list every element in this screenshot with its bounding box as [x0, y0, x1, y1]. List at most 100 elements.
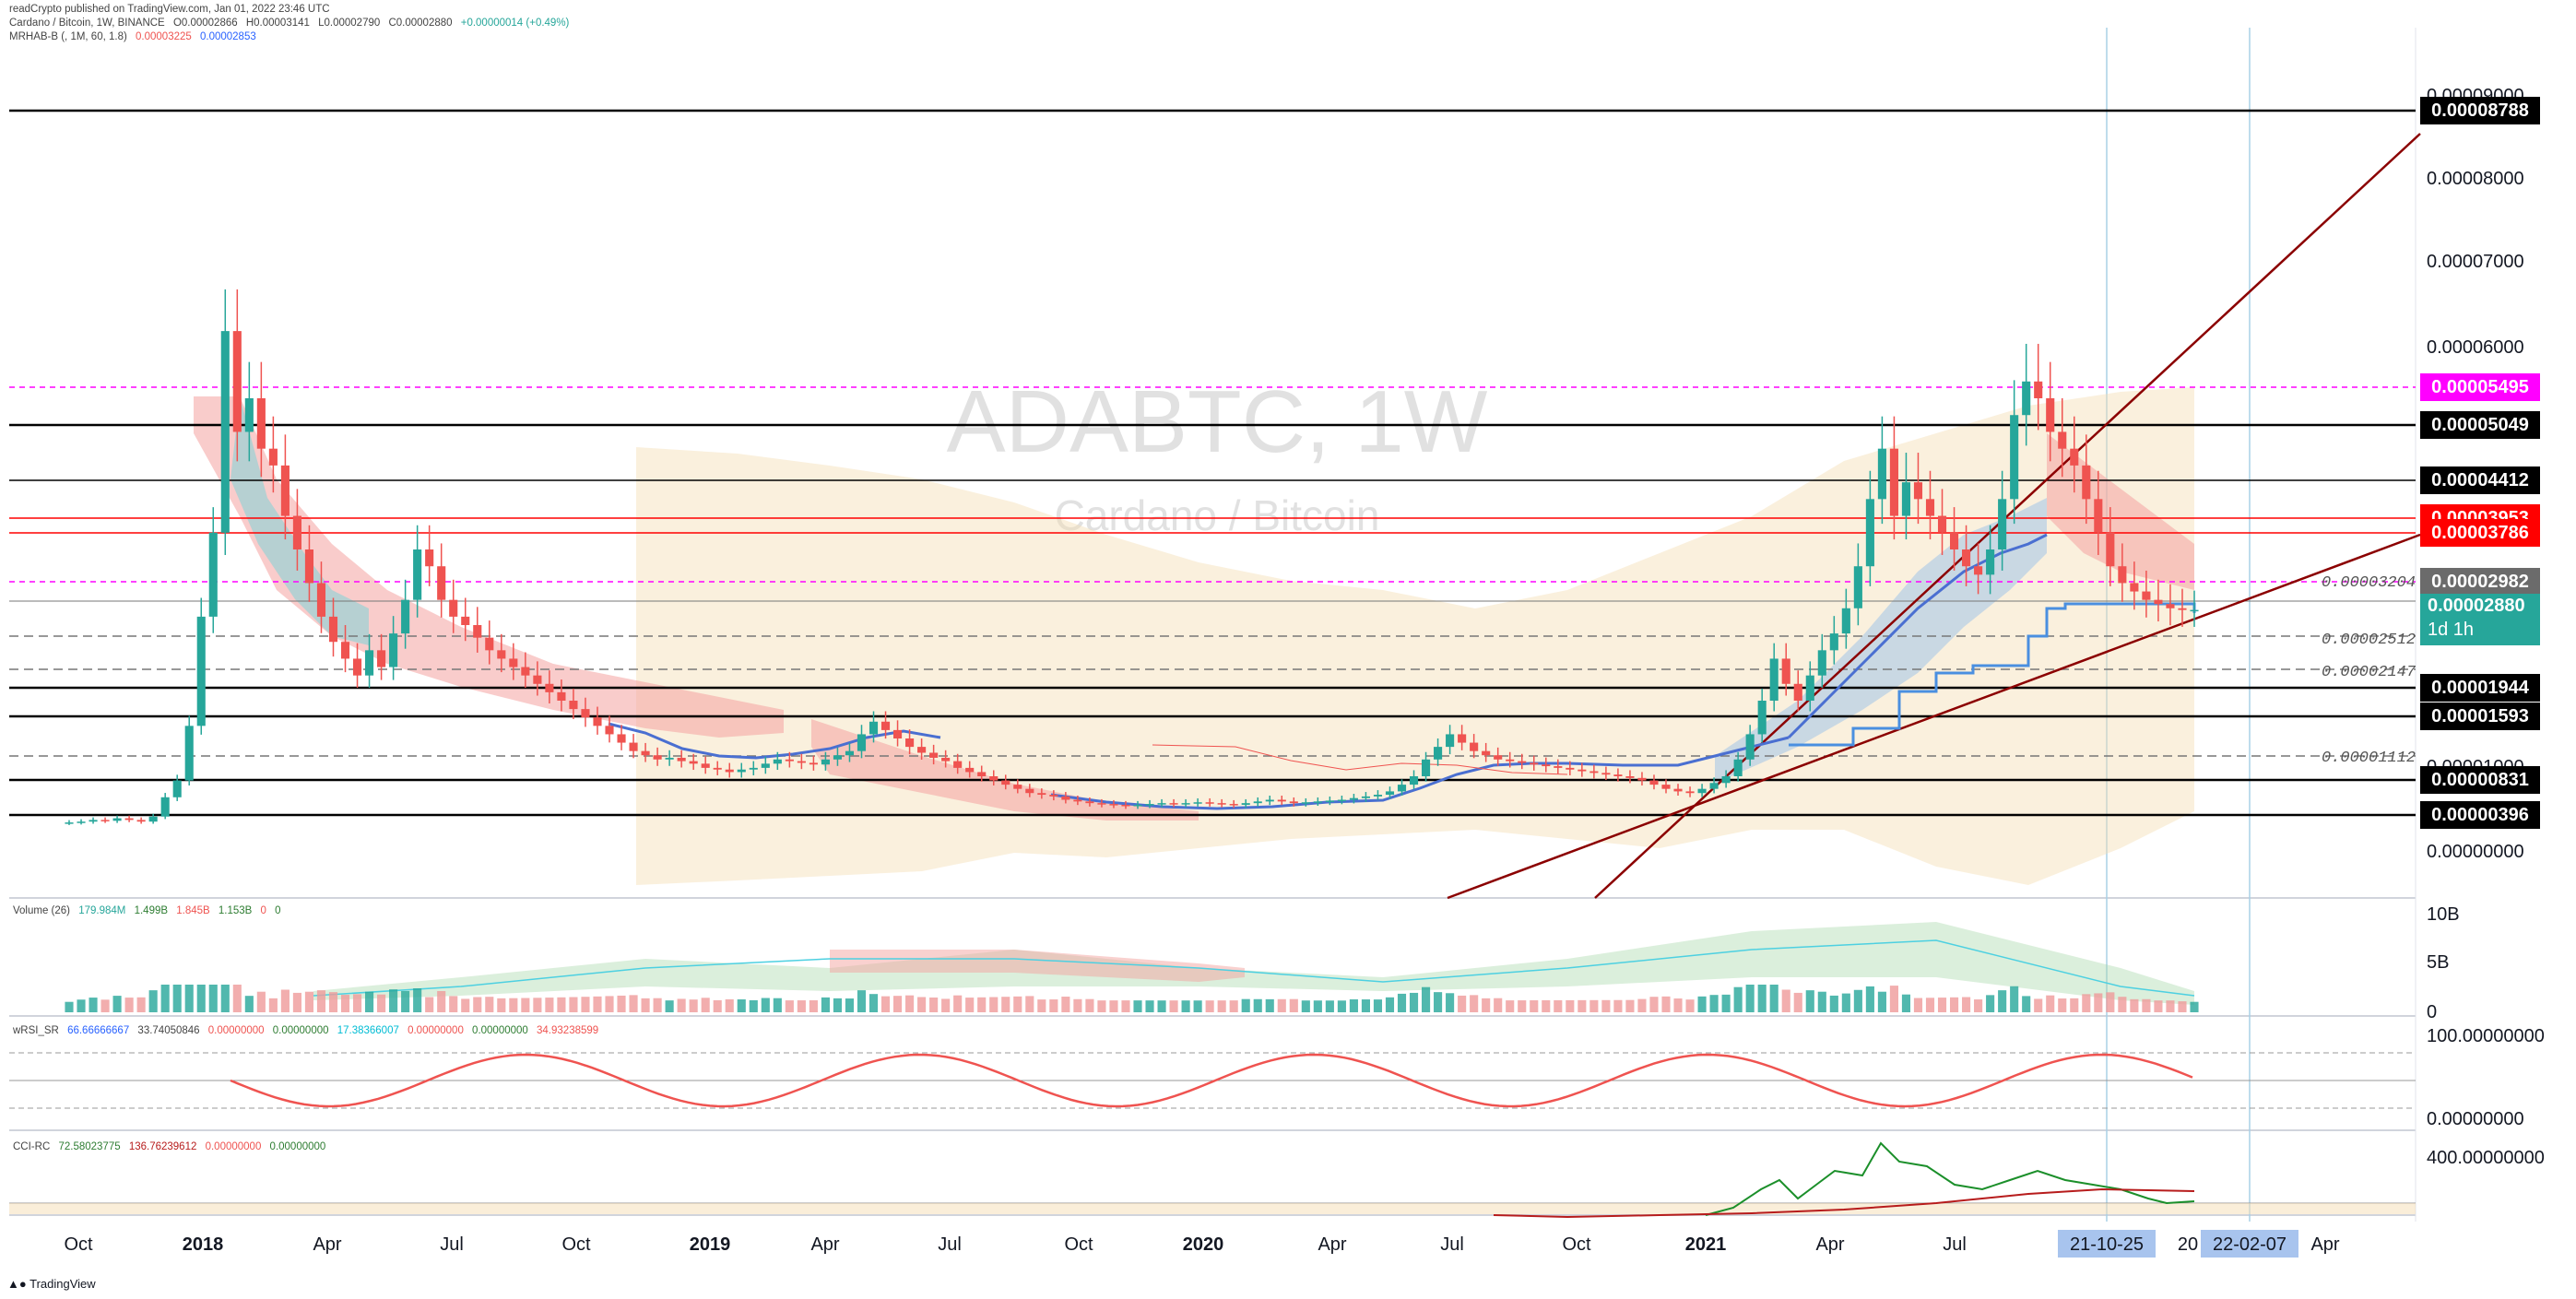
volume-bar [2130, 998, 2139, 1012]
candle-body [1542, 764, 1551, 767]
volume-bar [1289, 998, 1298, 1012]
candle-body [1974, 566, 1983, 575]
volume-bar [473, 997, 482, 1012]
volume-bar [880, 996, 891, 1012]
candle-body [989, 776, 998, 781]
candle-body [1181, 803, 1190, 805]
volume-bar [2058, 998, 2067, 1012]
candle-body [629, 742, 638, 751]
candle-body [1853, 566, 1862, 608]
volume-bar [2166, 1000, 2175, 1012]
candle-body [1325, 800, 1334, 802]
volume-bar [1757, 985, 1767, 1012]
volume-bar [1434, 992, 1443, 1012]
candle-body [653, 755, 662, 760]
volume-bar [1613, 999, 1623, 1012]
candle-body [1073, 799, 1082, 802]
candle-body [689, 761, 698, 764]
trendline-upper [1594, 133, 2421, 899]
tradingview-logo[interactable]: ▲● TradingView [7, 1277, 96, 1291]
x-tick-label: 21-10-25 [2070, 1234, 2144, 1255]
x-tick-label: 22-02-07 [2213, 1234, 2286, 1255]
volume-bar [545, 998, 554, 1012]
volume-bar [929, 997, 939, 1012]
candle-body [1578, 769, 1587, 772]
candle-body [1998, 499, 2007, 549]
volume-bar [1482, 998, 1491, 1012]
candle-body [2154, 599, 2163, 605]
candle-body [1313, 801, 1322, 803]
candle-body [2118, 566, 2127, 584]
volume-bar [2190, 1001, 2199, 1012]
candle-body [785, 759, 794, 762]
x-tick-label: Jul [1440, 1234, 1464, 1255]
volume-bar [761, 998, 770, 1012]
candle-body [1385, 791, 1395, 796]
volume-bar [1649, 997, 1659, 1012]
wrsi-value: 0.00000000 [207, 1025, 265, 1036]
candle-body [1133, 804, 1142, 807]
candle-body [869, 721, 879, 735]
time-axis-highlight [2201, 1230, 2298, 1258]
candle-body [1745, 734, 1755, 760]
candle-body [461, 616, 470, 625]
volume-bar [1265, 998, 1274, 1012]
candle-body [581, 709, 590, 718]
candle-body [1625, 776, 1635, 778]
volume-bar [953, 995, 963, 1012]
x-tick-label: Jul [938, 1234, 962, 1255]
volume-bar [2094, 993, 2103, 1012]
mrhab-value-2: 0.00002853 [199, 31, 256, 42]
volume-bar [893, 996, 903, 1012]
volume-bar [148, 990, 158, 1012]
volume-bar [1530, 1000, 1539, 1012]
candle-body [365, 650, 374, 676]
candle-body [1169, 803, 1178, 805]
ma-line-blue-2021 [1787, 533, 2048, 739]
volume-bar [1037, 999, 1046, 1012]
candle-body [316, 583, 326, 617]
volume-bar [1998, 990, 2007, 1012]
volume-bar [653, 998, 662, 1012]
candle-body [749, 767, 758, 770]
candle-body [268, 448, 278, 466]
candle-body [977, 772, 987, 776]
cci-pane: 400.00000000 [9, 1141, 2545, 1219]
candle-body [1145, 804, 1154, 806]
x-tick-label: Apr [2310, 1234, 2339, 1255]
volume-bar [1373, 999, 1383, 1012]
volume-bar [713, 999, 722, 1012]
candle-body [437, 566, 446, 600]
candle-body [485, 637, 494, 651]
candle-body [845, 750, 855, 756]
volume-bar [1901, 994, 1911, 1012]
volume-bar [1313, 1000, 1322, 1012]
volume-tick: 10B [2427, 904, 2460, 925]
price-label: 0.00005495 [2420, 373, 2540, 401]
candle-body [1865, 499, 1874, 567]
ohlc-close: C0.00002880 [388, 18, 453, 29]
candle-body [328, 616, 338, 643]
volume-bar [136, 997, 146, 1012]
ohlc-low: L0.00002790 [318, 18, 381, 29]
candle-body [1013, 785, 1022, 789]
ma-line-blue-2020 [1050, 736, 1790, 810]
candle-body [1025, 788, 1034, 794]
candle-body [1661, 785, 1671, 789]
volume-bar [1109, 1000, 1118, 1012]
volume-value: 0 [260, 905, 266, 916]
x-tick-label: Jul [440, 1234, 464, 1255]
candle-body [2046, 398, 2055, 432]
candle-body [1817, 650, 1826, 676]
volume-bar [1001, 997, 1010, 1012]
volume-bar [1361, 999, 1370, 1012]
candle-body [605, 726, 614, 735]
volume-bar [1841, 993, 1850, 1012]
volume-bar [2010, 986, 2019, 1012]
price-label-countdown: 1d 1h [2428, 620, 2475, 640]
volume-bar [365, 991, 374, 1012]
volume-bar [1589, 999, 1599, 1012]
candle-body [545, 683, 554, 692]
wrsi-tick: 100.00000000 [2427, 1026, 2545, 1046]
